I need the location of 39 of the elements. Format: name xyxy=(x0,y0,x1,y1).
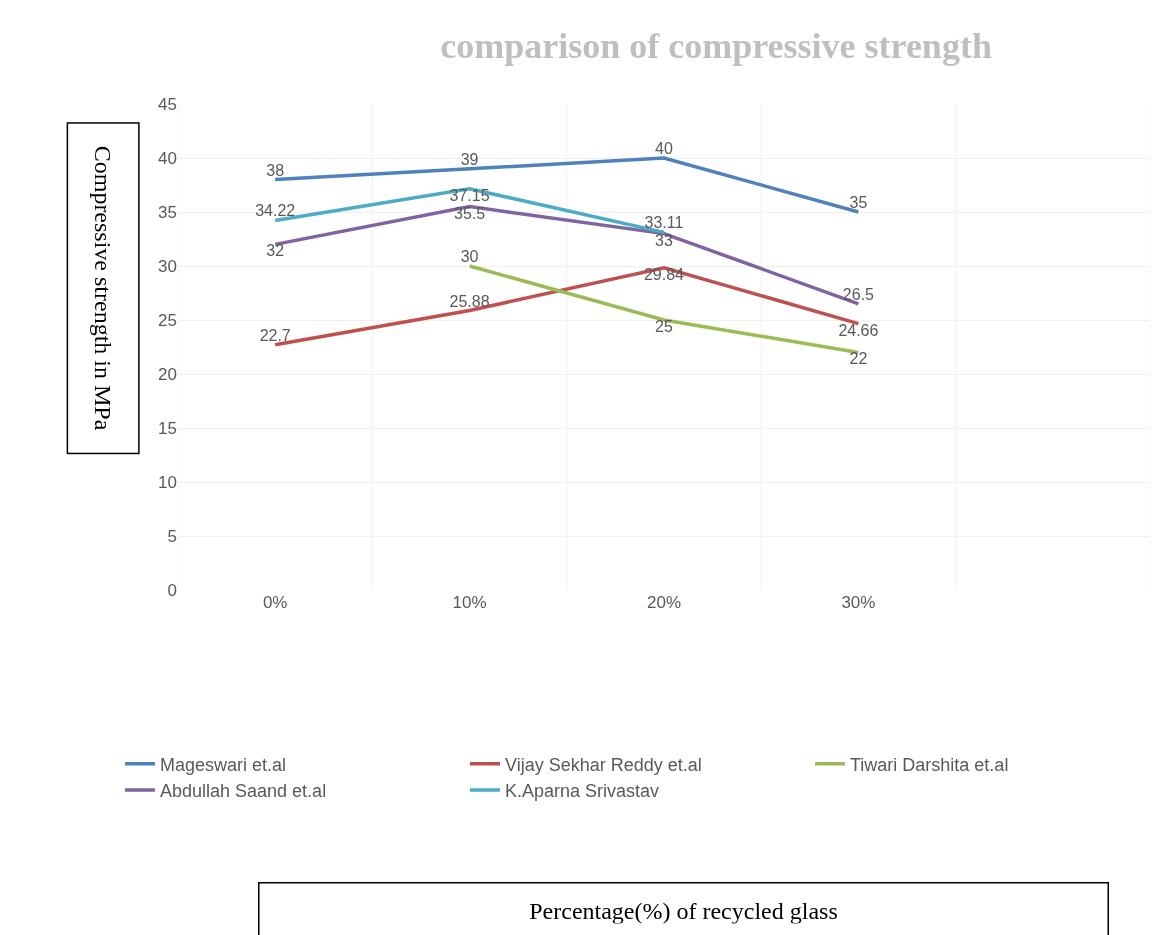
data-label: 37.15 xyxy=(449,186,490,204)
data-label: 32 xyxy=(266,242,285,260)
data-label: 24.66 xyxy=(838,321,879,339)
y-tick-label: 40 xyxy=(158,148,177,168)
legend-label: Mageswari et.al xyxy=(160,754,287,775)
data-label: 38 xyxy=(266,161,285,179)
data-label: 35 xyxy=(849,194,868,211)
x-tick-label: 0% xyxy=(262,593,288,612)
chart-title: comparison of compressive strength xyxy=(440,25,992,66)
y-tick-label: 35 xyxy=(158,202,177,222)
data-label: 39 xyxy=(460,150,479,168)
x-tick-label: 10% xyxy=(452,593,487,612)
legend-label: Abdullah Saand et.al xyxy=(160,781,327,802)
data-label: 25 xyxy=(655,318,673,335)
y-tick-label: 45 xyxy=(158,94,177,114)
data-label: 25.88 xyxy=(449,292,490,310)
data-label: 30 xyxy=(460,248,479,265)
text: Percentage(%) of recycled glass xyxy=(529,897,838,924)
x-tick-label: 20% xyxy=(646,593,682,612)
data-label: 33 xyxy=(655,231,673,249)
data-label: 33.11 xyxy=(644,214,684,232)
legend-label: Vijay Sekhar Reddy et.al xyxy=(505,754,702,775)
data-label: 26.5 xyxy=(842,285,875,303)
data-label: 40 xyxy=(655,140,673,157)
legend-label: K.Aparna Srivastav xyxy=(505,781,660,802)
data-label: 22.7 xyxy=(259,326,291,344)
y-tick-label: 10 xyxy=(158,472,177,492)
y-tick-label: 20 xyxy=(158,364,177,384)
data-label: 22 xyxy=(849,350,868,368)
data-label: 34.22 xyxy=(255,202,296,220)
y-tick-label: 30 xyxy=(158,256,177,276)
legend-label: Tiwari Darshita et.al xyxy=(850,754,1009,775)
x-tick-label: 30% xyxy=(841,593,876,612)
y-tick-label: 15 xyxy=(158,418,177,438)
y-axis-title: Compressive strength in MPa xyxy=(90,145,117,431)
data-label: 35.5 xyxy=(454,204,486,222)
y-tick-label: 0 xyxy=(167,580,177,600)
y-tick-label: 5 xyxy=(167,526,177,546)
y-tick-label: 25 xyxy=(158,310,177,330)
